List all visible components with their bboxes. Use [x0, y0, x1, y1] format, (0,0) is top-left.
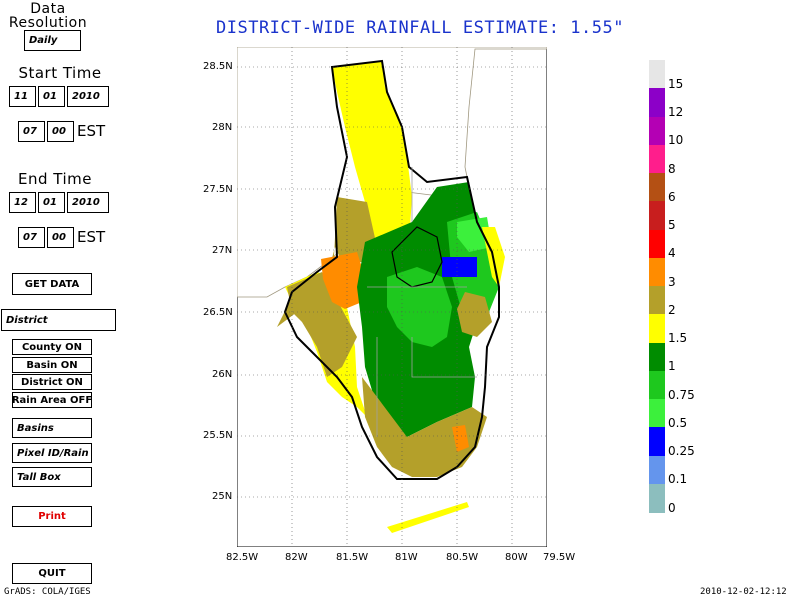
legend-label: 8 — [668, 161, 676, 176]
data-resolution-label: Data Resolution — [0, 2, 96, 30]
lon-tick: 80W — [505, 552, 528, 563]
map-gridlines — [237, 47, 547, 547]
resolution-label: Resolution — [8, 15, 88, 31]
start-month-field[interactable]: 11 — [9, 86, 36, 107]
basins-button[interactable]: Basins — [12, 418, 92, 438]
lake-okeechobee-outline — [391, 226, 443, 288]
rain-cell-north-yellow — [332, 61, 412, 252]
rainfall-legend — [649, 60, 665, 513]
map-title: DISTRICT-WIDE RAINFALL ESTIMATE: 1.55" — [216, 18, 624, 38]
legend-label: 1.5 — [668, 331, 688, 346]
district-toggle-button[interactable]: District ON — [12, 374, 92, 390]
lon-tick: 81W — [395, 552, 418, 563]
footer-timestamp: 2010-12-02-12:12 — [700, 587, 787, 597]
rain-cell-south-olive — [362, 377, 487, 477]
legend-swatch — [649, 314, 665, 343]
end-time-label: End Time — [18, 170, 92, 188]
legend-label: 15 — [668, 76, 684, 91]
legend-swatch — [649, 201, 665, 230]
legend-label: 6 — [668, 189, 676, 204]
county-toggle-button[interactable]: County ON — [12, 339, 92, 355]
legend-label: 0 — [668, 500, 676, 515]
lat-tick: 25N — [212, 491, 233, 502]
legend-label: 10 — [668, 133, 684, 148]
end-month-field[interactable]: 12 — [9, 192, 36, 213]
legend-swatch — [649, 286, 665, 315]
rain-cell-south-dkgreen — [387, 382, 432, 417]
lat-tick: 26.5N — [203, 307, 233, 318]
rain-cell-east-olive — [457, 292, 492, 337]
legend-label: 0.5 — [668, 415, 688, 430]
legend-label: 4 — [668, 246, 676, 261]
print-button[interactable]: Print — [12, 506, 92, 527]
legend-swatch — [649, 427, 665, 456]
legend-swatch — [649, 116, 665, 146]
start-year-field[interactable]: 2010 — [67, 86, 109, 107]
start-min-field[interactable]: 00 — [47, 121, 74, 142]
rainfall-map[interactable] — [237, 47, 547, 547]
county-lines — [367, 167, 477, 437]
lon-tick: 80.5W — [446, 552, 479, 563]
rain-cell-keys — [387, 502, 469, 533]
lat-tick: 26N — [212, 369, 233, 380]
rain-cell-sw-olive — [287, 272, 357, 377]
lon-tick: 82W — [285, 552, 308, 563]
rain-area-toggle-button[interactable]: Rain Area OFF — [12, 392, 92, 408]
legend-swatch — [649, 229, 665, 259]
data-label: Data — [30, 1, 66, 17]
end-min-field[interactable]: 00 — [47, 227, 74, 248]
rain-cell-east-ltgreen — [457, 217, 492, 252]
legend-swatch — [649, 342, 665, 372]
legend-label: 5 — [668, 218, 676, 233]
pixel-id-button[interactable]: Pixel ID/Rain — [12, 443, 92, 463]
lat-tick: 27.5N — [203, 184, 233, 195]
lon-tick: 82.5W — [226, 552, 259, 563]
legend-swatch — [649, 483, 665, 513]
rain-cell-blue — [442, 257, 477, 277]
lat-tick: 28N — [212, 122, 233, 133]
footer-credit: GrADS: COLA/IGES — [4, 587, 91, 597]
legend-swatch — [649, 257, 665, 287]
legend-swatch — [649, 173, 665, 202]
legend-swatch — [649, 399, 665, 428]
legend-swatch — [649, 144, 665, 174]
legend-label: 1 — [668, 359, 676, 374]
resolution-select[interactable]: Daily — [24, 30, 81, 51]
end-day-field[interactable]: 01 — [38, 192, 65, 213]
start-hour-field[interactable]: 07 — [18, 121, 45, 142]
legend-label: 12 — [668, 105, 684, 120]
end-year-field[interactable]: 2010 — [67, 192, 109, 213]
get-data-button[interactable]: GET DATA — [12, 273, 92, 295]
rain-cell-south-orange — [452, 425, 469, 452]
end-tz-label: EST — [77, 228, 106, 246]
legend-label: 0.25 — [668, 444, 695, 459]
lat-tick: 28.5N — [203, 61, 233, 72]
district-boundary — [283, 59, 500, 480]
legend-swatch — [649, 88, 665, 117]
end-hour-field[interactable]: 07 — [18, 227, 45, 248]
start-tz-label: EST — [77, 122, 106, 140]
lat-tick: 25.5N — [203, 430, 233, 441]
legend-swatch — [649, 60, 665, 89]
basin-toggle-button[interactable]: Basin ON — [12, 357, 92, 373]
legend-label: 0.1 — [668, 472, 688, 487]
lat-tick: 27N — [212, 245, 233, 256]
legend-label: 0.75 — [668, 387, 695, 402]
legend-label: 3 — [668, 274, 676, 289]
legend-swatch — [649, 455, 665, 485]
area-select[interactable]: District — [1, 309, 116, 331]
lon-tick: 81.5W — [336, 552, 369, 563]
rain-cell-west-orange — [321, 252, 365, 309]
quit-button[interactable]: QUIT — [12, 563, 92, 584]
lon-tick: 79.5W — [543, 552, 576, 563]
legend-label: 2 — [668, 302, 676, 317]
start-time-label: Start Time — [18, 64, 102, 82]
legend-swatch — [649, 370, 665, 400]
tall-box-button[interactable]: Tall Box — [12, 467, 92, 487]
start-day-field[interactable]: 01 — [38, 86, 65, 107]
